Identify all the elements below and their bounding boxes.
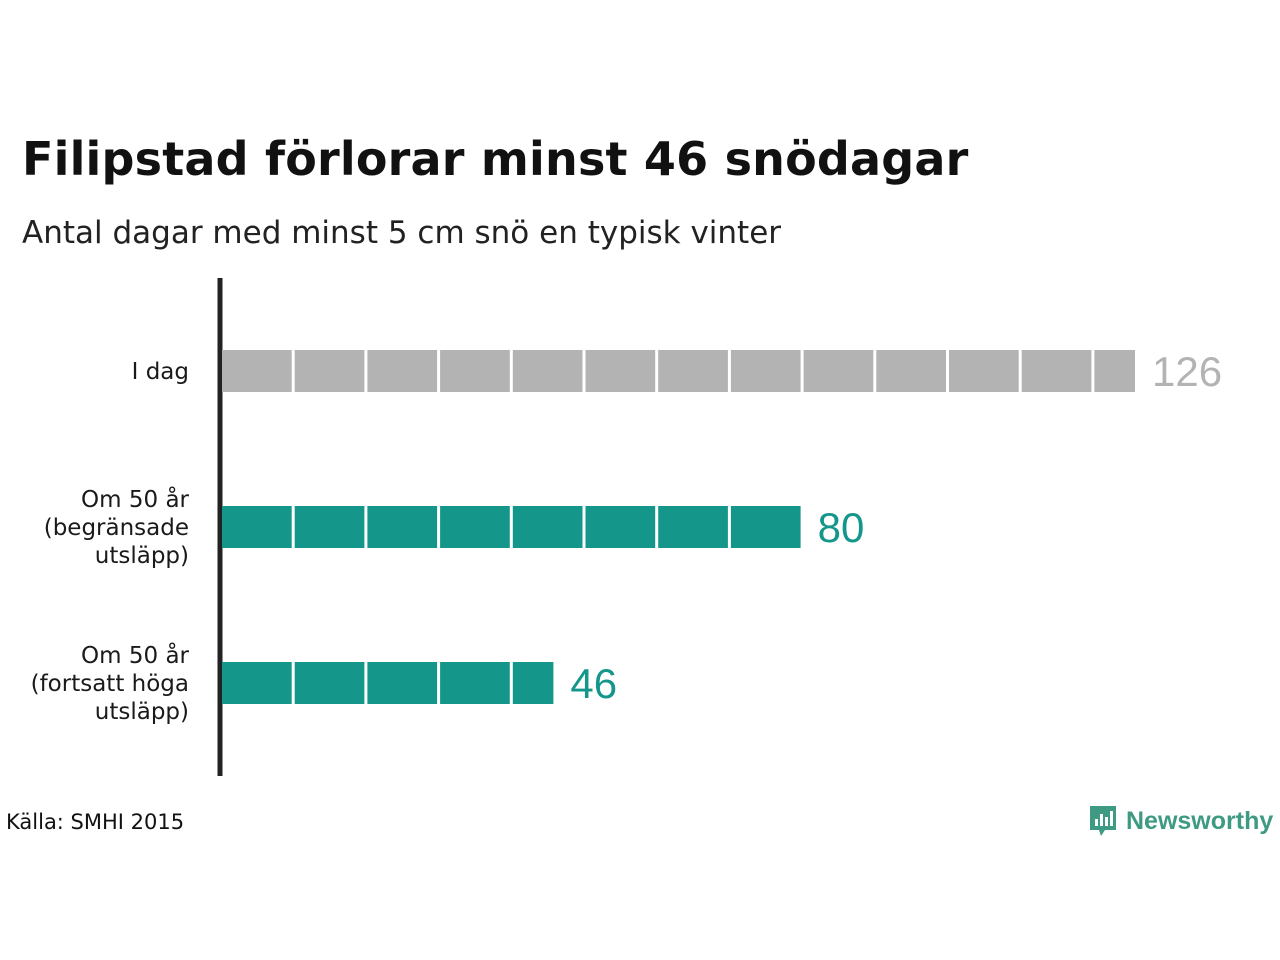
source-note: Källa: SMHI 2015 [6,810,185,834]
chart-title: Filipstad förlorar minst 46 snödagar [22,132,969,186]
bar-segment [803,350,874,392]
bar-segment [1094,350,1135,392]
bar-segment [367,506,438,548]
bar-segment [585,506,656,548]
bar-segment [222,350,292,392]
category-label: Om 50 år (fortsatt höga utsläpp) [31,641,190,725]
bar-segment [440,662,510,704]
bar-segment [512,350,583,392]
bar-segment [730,350,801,392]
bar-segment [658,350,728,392]
newsworthy-logo-icon [1090,806,1116,836]
bar-segment [440,506,510,548]
category-label: I dag [132,359,189,385]
bar-segment [367,350,438,392]
bar-segment [949,350,1019,392]
bar-segment [222,506,292,548]
brand-name: Newsworthy [1126,806,1274,835]
bar-segment [512,506,583,548]
value-label: 46 [570,660,617,707]
value-label: 126 [1152,348,1222,395]
bar-segment [876,350,946,392]
category-labels-group: I dag Om 50 år (begränsade utsläpp) Om 50 år… [31,359,190,725]
value-labels-group: 126 80 46 [570,348,1222,707]
bar-segment [367,662,438,704]
bars-group [222,350,1135,704]
bar-segment [294,506,365,548]
bar-segment [585,350,656,392]
value-label: 80 [818,504,865,551]
bar-segment [222,662,292,704]
bar-segment [730,506,801,548]
bar-segment [294,350,365,392]
bar-segment [658,506,728,548]
category-label: Om 50 år (begränsade utsläpp) [44,485,190,569]
bar-segment [294,662,365,704]
bar-segment [1021,350,1092,392]
bar-segment [512,662,554,704]
chart-subtitle: Antal dagar med minst 5 cm snö en typisk… [22,215,782,251]
brand-logo: Newsworthy [1088,804,1273,838]
bar-segment [440,350,510,392]
